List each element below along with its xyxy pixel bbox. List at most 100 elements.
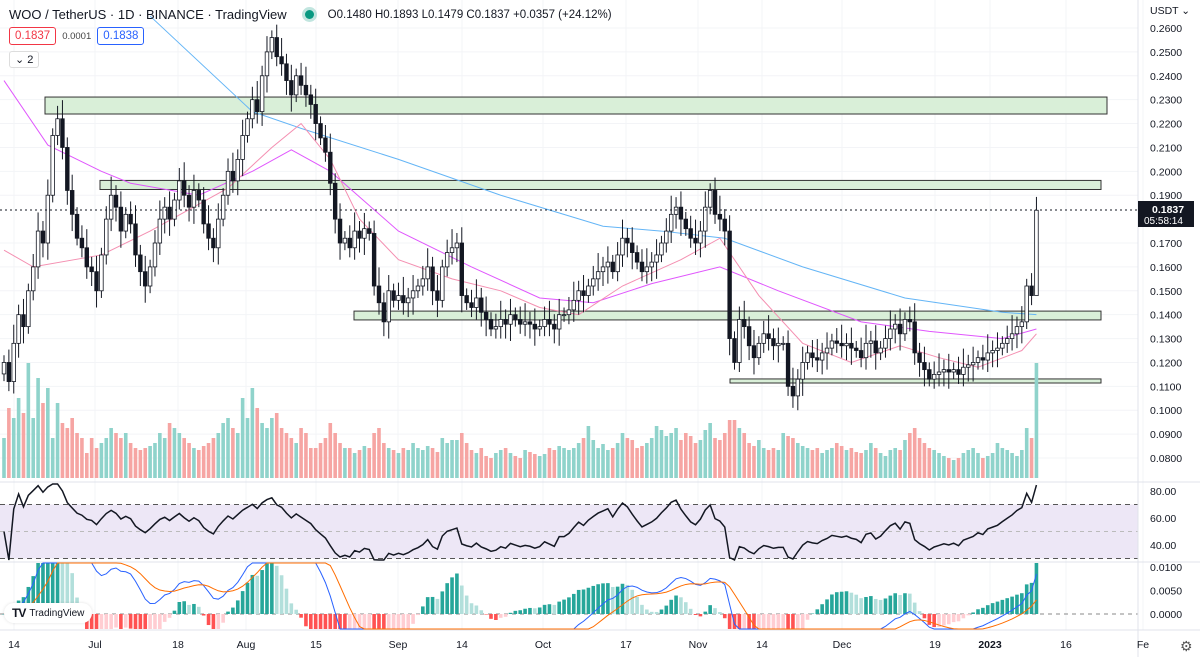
candle-body <box>639 261 645 273</box>
macd-histogram-bar <box>31 576 36 614</box>
volume-bar <box>927 448 932 478</box>
candle-body <box>79 237 85 249</box>
volume-bar <box>445 443 449 478</box>
macd-histogram-bar <box>703 611 708 614</box>
candle-body <box>990 350 995 354</box>
price-tick-label: 0.2200 <box>1150 119 1182 131</box>
candle-body <box>815 357 820 361</box>
candle-body <box>303 84 309 96</box>
volume-bar <box>1024 428 1029 478</box>
macd-histogram-bar <box>123 614 128 628</box>
volume-bar <box>869 443 873 478</box>
tradingview-logo-icon: TV <box>12 606 26 620</box>
volume-bar <box>382 443 386 478</box>
indicators-collapse-button[interactable]: ⌄ 2 <box>9 51 40 68</box>
volume-bar <box>805 448 810 478</box>
macd-histogram-bar <box>669 599 673 614</box>
volume-bar <box>732 420 737 478</box>
volume-bar <box>747 443 751 478</box>
macd-histogram-bar <box>610 586 615 614</box>
candle-body <box>284 63 289 81</box>
macd-histogram-bar <box>688 608 693 614</box>
volume-bar <box>211 438 216 478</box>
support-resistance-zones[interactable] <box>44 96 1108 384</box>
volume-bar <box>313 448 318 478</box>
candle-body <box>60 118 65 148</box>
candle-body <box>888 328 893 339</box>
macd-histogram-bar <box>382 614 386 629</box>
rsi-line <box>3 483 1038 562</box>
volume-bar <box>542 454 547 478</box>
candle-body <box>518 319 523 325</box>
time-tick-label: 18 <box>172 639 184 651</box>
candle-body <box>84 247 89 268</box>
macd-histogram-bar <box>352 614 357 629</box>
symbol-legend[interactable]: WOO / TetherUS · 1D · BINANCE · TradingV… <box>9 7 612 22</box>
macd-histogram-bar <box>138 614 143 629</box>
time-axis[interactable]: 14 Jul 18 Aug 15 Sep 14 Oct 17 Nov 14 Dec 19 2023 16 Fe <box>8 639 1149 651</box>
bar-countdown: 05:58:14 <box>1144 216 1183 227</box>
candle-body <box>45 194 51 244</box>
macd-histogram-bar <box>469 603 474 614</box>
volume-bar <box>464 443 469 478</box>
macd-histogram-bar <box>869 596 873 614</box>
macd-histogram-bar <box>459 585 464 614</box>
candle-body <box>240 135 245 160</box>
macd-histogram-bar <box>201 614 206 616</box>
tradingview-logo[interactable]: TV TradingView <box>4 603 93 623</box>
volume-bar <box>201 446 206 478</box>
volume-bar <box>153 443 157 478</box>
volume-bar <box>961 453 966 478</box>
volume-bar <box>206 443 211 478</box>
ohlc-values: O0.1480 H0.1893 L0.1479 C0.1837 +0.0357 … <box>327 8 612 21</box>
candle-body <box>688 228 693 239</box>
signal-line <box>3 562 1037 630</box>
volume-bar <box>226 418 230 478</box>
macd-histogram-bar <box>508 612 513 614</box>
volume-bar <box>425 446 430 478</box>
candle-body <box>527 321 533 325</box>
candle-body <box>644 266 650 273</box>
volume-bar <box>304 433 308 478</box>
price-axis[interactable]: 0.2600 0.2500 0.2400 0.2300 0.2200 0.2100 0.20… <box>1150 23 1182 465</box>
volume-bar <box>1034 363 1039 478</box>
volume-bar <box>455 440 459 478</box>
gear-icon[interactable]: ⚙ <box>1180 638 1193 654</box>
volume-bar <box>664 436 669 478</box>
volume-bar <box>606 450 610 478</box>
volume-bar <box>581 438 586 478</box>
candle-body <box>542 319 547 328</box>
volume-bar <box>674 428 678 478</box>
volume-bar <box>309 448 313 478</box>
macd-histogram-bar <box>231 607 235 614</box>
volume-bar <box>221 423 225 478</box>
candle-body <box>157 218 163 244</box>
volume-bar <box>440 438 445 478</box>
volume-bar <box>41 403 45 478</box>
macd-histogram-bar <box>684 602 688 614</box>
volume-bar <box>7 408 11 478</box>
macd-histogram-bar <box>533 608 537 614</box>
time-tick-label: 14 <box>8 639 20 651</box>
macd-histogram-bar <box>1034 563 1039 614</box>
candle-body <box>69 190 75 215</box>
symbol-title[interactable]: WOO / TetherUS · 1D · BINANCE · TradingV… <box>9 7 287 22</box>
candle-body <box>600 266 606 273</box>
macd-histogram-bar <box>640 604 644 614</box>
currency-selector[interactable]: USDT ⌄ <box>1150 5 1190 17</box>
candle-body <box>732 338 737 363</box>
candle-body <box>435 290 440 301</box>
buy-button[interactable]: 0.1838 <box>97 27 145 45</box>
volume-bar <box>552 450 557 478</box>
macd-histogram-bar <box>917 611 922 614</box>
macd-histogram-bar <box>318 614 323 629</box>
time-tick-label: Nov <box>689 639 708 651</box>
volume-bar <box>216 433 221 478</box>
candle-body <box>328 151 333 184</box>
macd-histogram-bar <box>304 614 308 627</box>
macd-histogram-bar <box>990 603 995 614</box>
sell-button[interactable]: 0.1837 <box>9 27 57 45</box>
volume-bar <box>610 448 615 478</box>
volume-bar <box>474 453 479 478</box>
